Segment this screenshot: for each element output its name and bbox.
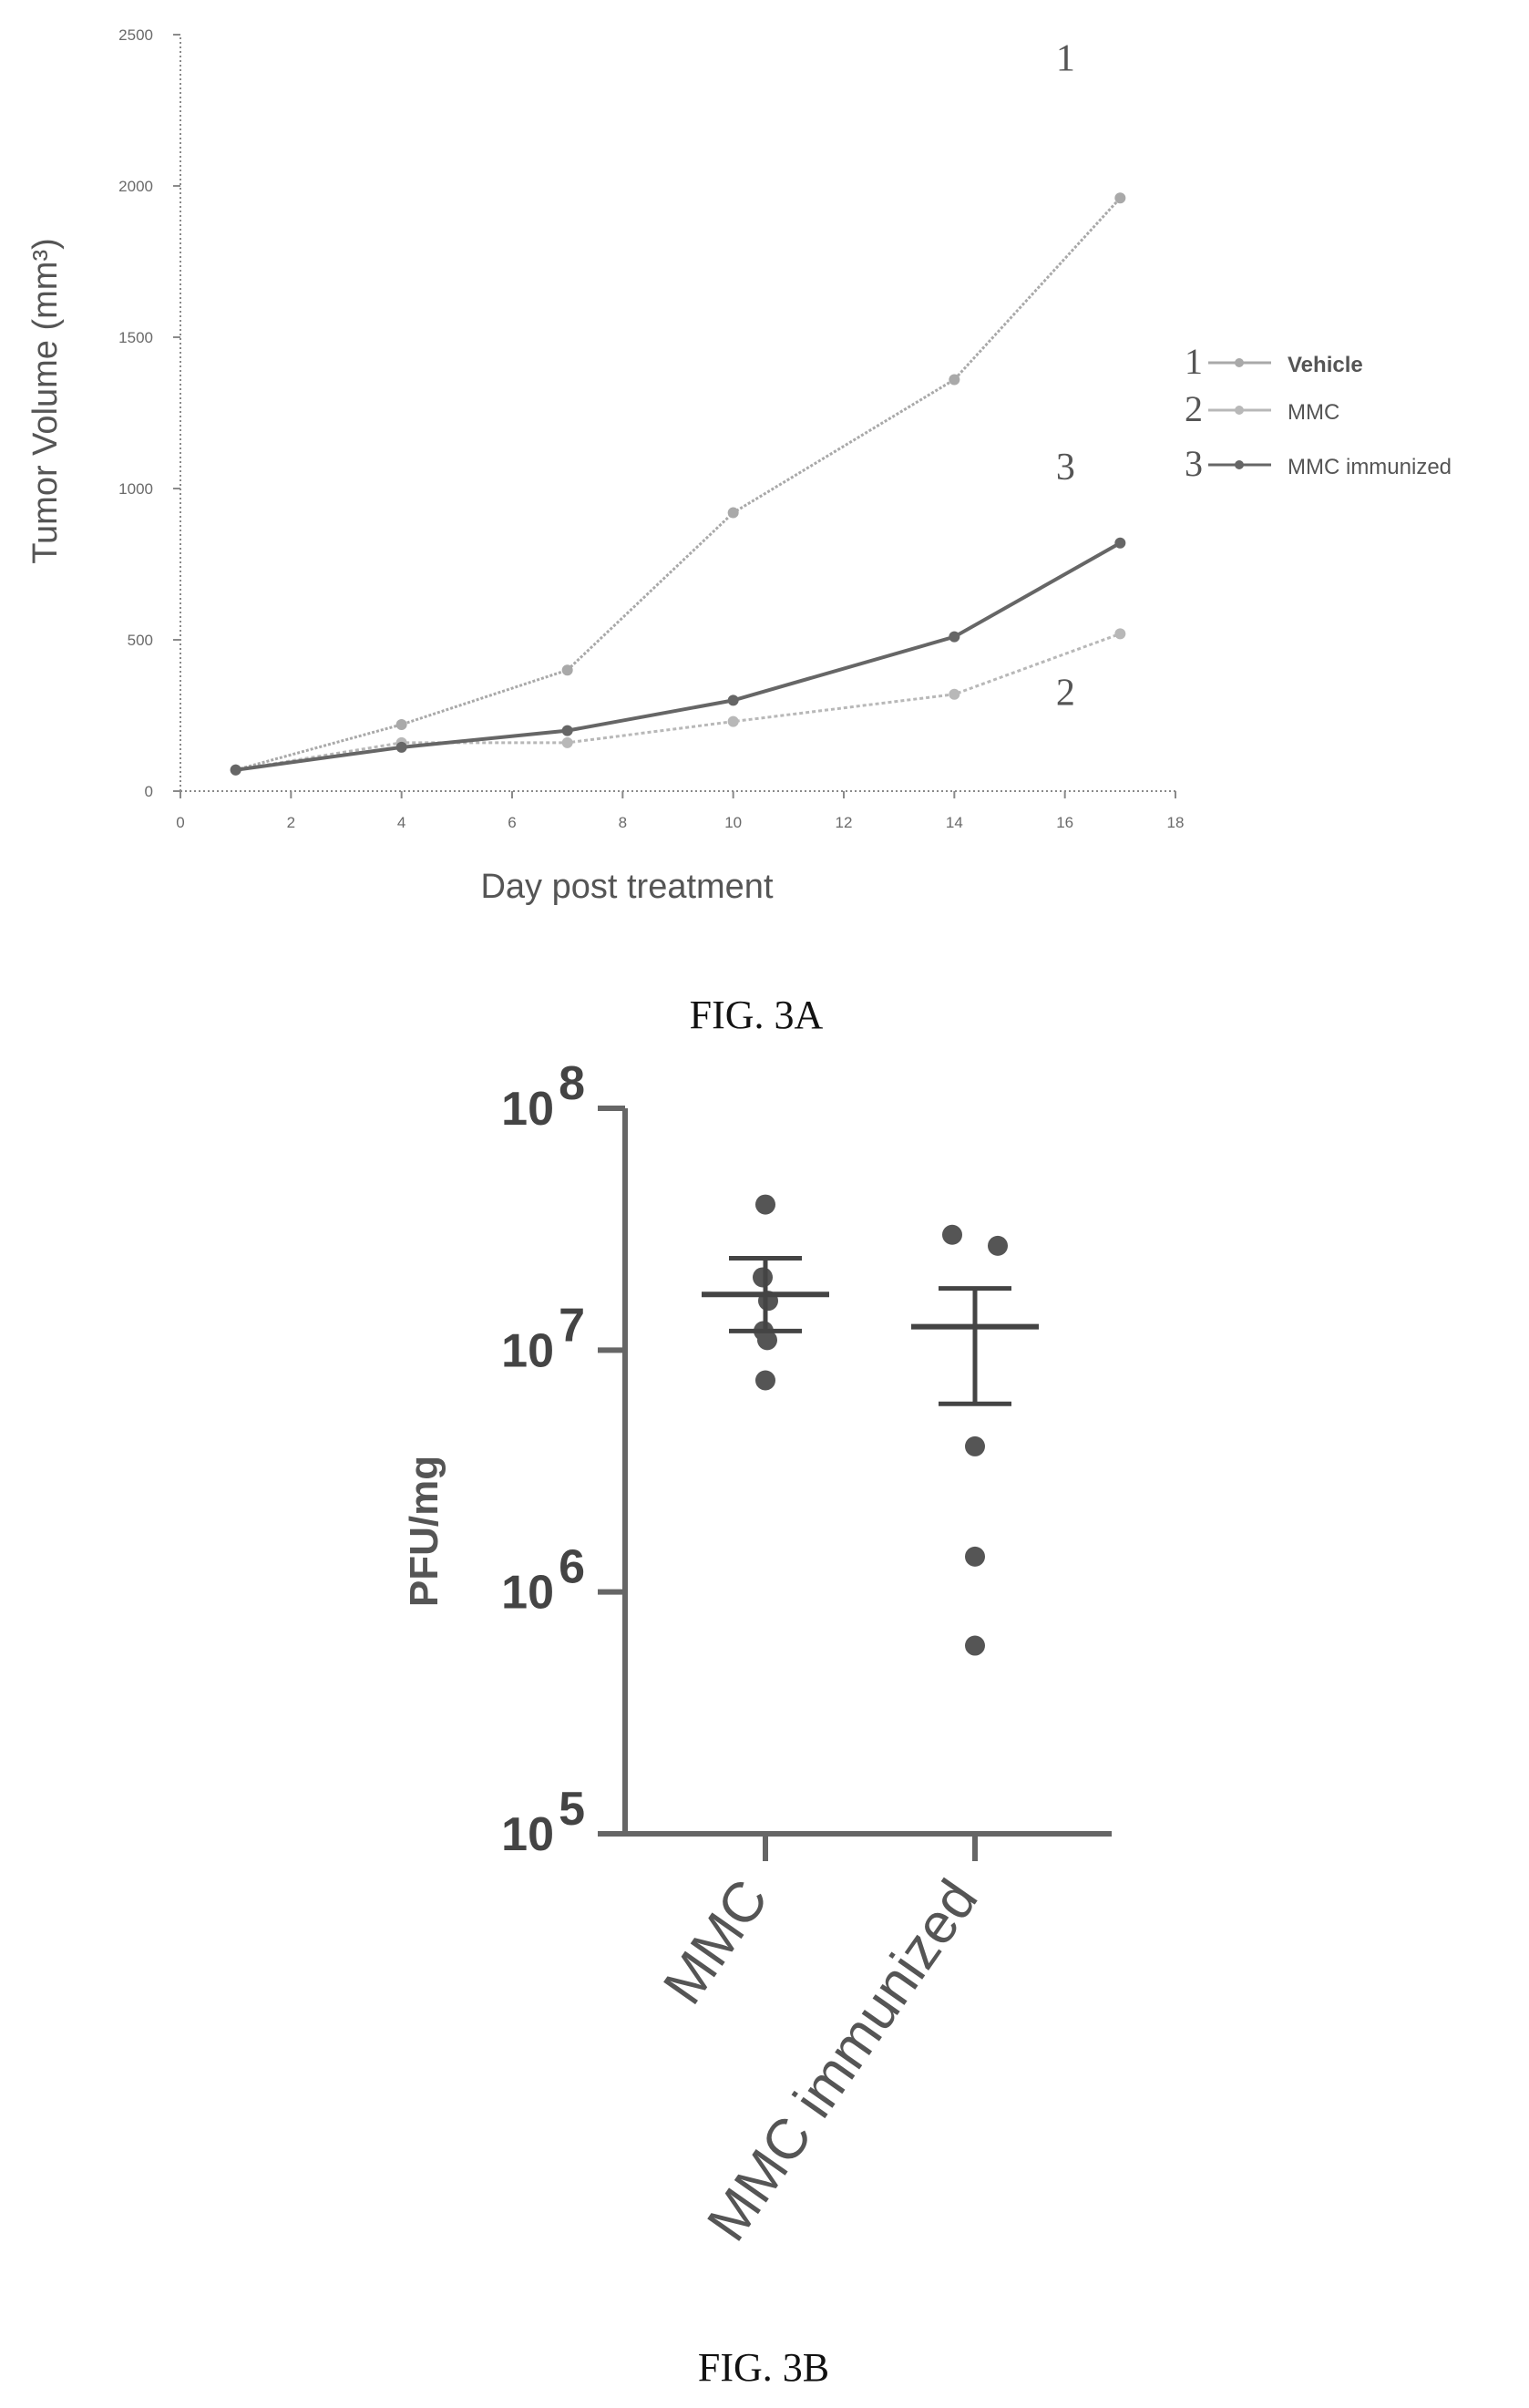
data-point (942, 1224, 962, 1245)
series-3-point (561, 725, 573, 736)
chart-a-legend: 1 Vehicle 2 MMC 3 MMC immunized (1185, 341, 1452, 484)
x-tick-label: 14 (946, 814, 963, 831)
chart-b-error-bars (702, 1255, 1039, 1406)
data-point (965, 1546, 985, 1567)
x-tick-label: 6 (508, 814, 516, 831)
y-tick-label: 1000 (118, 480, 153, 498)
y-tick-label: 2000 (118, 178, 153, 195)
x-tick-label: 12 (836, 814, 853, 831)
y-tick-label: 10 (501, 1567, 554, 1620)
series-3-point (1114, 537, 1126, 549)
series-3-point (230, 764, 241, 776)
fig-3b-caption: FIG. 3B (698, 2345, 829, 2390)
legend-entry-label: Vehicle (1288, 353, 1363, 377)
data-point (965, 1635, 985, 1656)
legend-entry-label: MMC immunized (1288, 455, 1452, 479)
legend-marker (1235, 358, 1244, 367)
x-tick-label: 4 (397, 814, 405, 831)
x-tick-label: 10 (724, 814, 742, 831)
data-point (755, 1194, 775, 1215)
x-tick-label: 0 (176, 814, 184, 831)
y-tick-exponent: 5 (559, 1783, 585, 1836)
series-3-point (395, 741, 407, 753)
data-point (758, 1291, 778, 1312)
series-1-point (949, 374, 960, 386)
legend-entry-label: MMC (1288, 400, 1339, 425)
series-2-point (727, 715, 739, 727)
chart-b-y-axis-label: PFU/mg (402, 1456, 446, 1607)
legend-number: 1 (1185, 341, 1203, 382)
data-point (754, 1321, 774, 1342)
y-tick-label: 10 (501, 1324, 554, 1377)
series-3-point (727, 695, 739, 706)
chart-a-x-axis-label: Day post treatment (480, 868, 773, 906)
y-tick-exponent: 6 (559, 1541, 585, 1594)
series-1-point (1114, 192, 1126, 204)
series-3-point (949, 631, 960, 643)
series-2-point (949, 688, 960, 700)
x-tick-label: 16 (1056, 814, 1073, 831)
y-tick-exponent: 8 (559, 1057, 585, 1110)
series-line-3 (235, 541, 1122, 772)
y-tick-label: 10 (501, 1083, 554, 1136)
legend-number: 2 (1185, 388, 1203, 429)
y-tick-label: 10 (501, 1808, 554, 1861)
data-point (965, 1436, 985, 1456)
y-tick-label: 0 (145, 783, 153, 800)
series-1-point (561, 664, 573, 676)
y-tick-label: 2500 (118, 26, 153, 44)
legend-marker (1235, 460, 1244, 469)
series-number-label: 3 (1056, 447, 1075, 489)
data-point (988, 1235, 1008, 1256)
y-tick-label: 500 (128, 632, 153, 649)
x-tick-label: 18 (1167, 814, 1185, 831)
chart-a-y-axis-label: Tumor Volume (mm³) (26, 238, 65, 564)
data-point (757, 1330, 777, 1351)
series-2-point (1114, 628, 1126, 640)
series-line-2 (235, 632, 1121, 772)
series-1-point (727, 507, 739, 519)
legend-marker (1235, 406, 1244, 415)
data-point (753, 1267, 773, 1288)
x-category-label: MMC (652, 1868, 780, 2015)
series-2-point (561, 736, 573, 748)
y-tick-exponent: 7 (559, 1299, 585, 1352)
data-point (755, 1370, 775, 1391)
x-tick-label: 8 (619, 814, 627, 831)
series-number-label: 2 (1056, 672, 1075, 714)
y-tick-label: 1500 (118, 329, 153, 346)
chart-a-series: 1 2 3 (230, 37, 1126, 776)
series-1-point (395, 718, 407, 730)
legend-number: 3 (1185, 443, 1203, 484)
fig-3a-caption: FIG. 3A (690, 993, 824, 1030)
series-number-label: 1 (1056, 37, 1075, 79)
chart-b-points (753, 1194, 1008, 1656)
x-category-label: MMC immunized (695, 1868, 990, 2252)
x-tick-label: 2 (287, 814, 295, 831)
series-line-1 (235, 197, 1122, 772)
